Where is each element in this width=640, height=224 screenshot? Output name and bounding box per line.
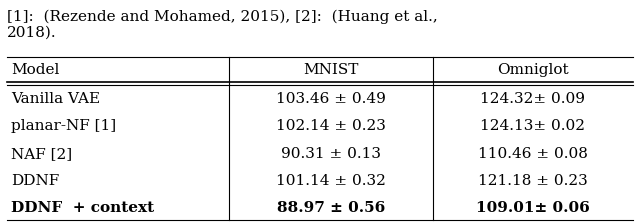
Text: 124.13± 0.02: 124.13± 0.02 [481, 119, 586, 133]
Text: MNIST: MNIST [303, 63, 358, 77]
Text: [1]:  (Rezende and Mohamed, 2015), [2]:  (Huang et al.,: [1]: (Rezende and Mohamed, 2015), [2]: (… [7, 10, 438, 24]
Text: 102.14 ± 0.23: 102.14 ± 0.23 [276, 119, 386, 133]
Text: 90.31 ± 0.13: 90.31 ± 0.13 [281, 147, 381, 161]
Text: 110.46 ± 0.08: 110.46 ± 0.08 [478, 147, 588, 161]
Text: 101.14 ± 0.32: 101.14 ± 0.32 [276, 174, 386, 188]
Text: DDNF  + context: DDNF + context [11, 201, 154, 215]
Text: 103.46 ± 0.49: 103.46 ± 0.49 [276, 92, 386, 106]
Text: Vanilla VAE: Vanilla VAE [11, 92, 100, 106]
Text: 2018).: 2018). [7, 26, 56, 40]
Text: planar-NF [1]: planar-NF [1] [11, 119, 116, 133]
Text: Omniglot: Omniglot [497, 63, 569, 77]
Text: 121.18 ± 0.23: 121.18 ± 0.23 [478, 174, 588, 188]
Text: DDNF: DDNF [11, 174, 60, 188]
Text: Model: Model [11, 63, 60, 77]
Text: 124.32± 0.09: 124.32± 0.09 [481, 92, 586, 106]
Text: 109.01± 0.06: 109.01± 0.06 [476, 201, 589, 215]
Text: 88.97 ± 0.56: 88.97 ± 0.56 [277, 201, 385, 215]
Text: NAF [2]: NAF [2] [11, 147, 72, 161]
